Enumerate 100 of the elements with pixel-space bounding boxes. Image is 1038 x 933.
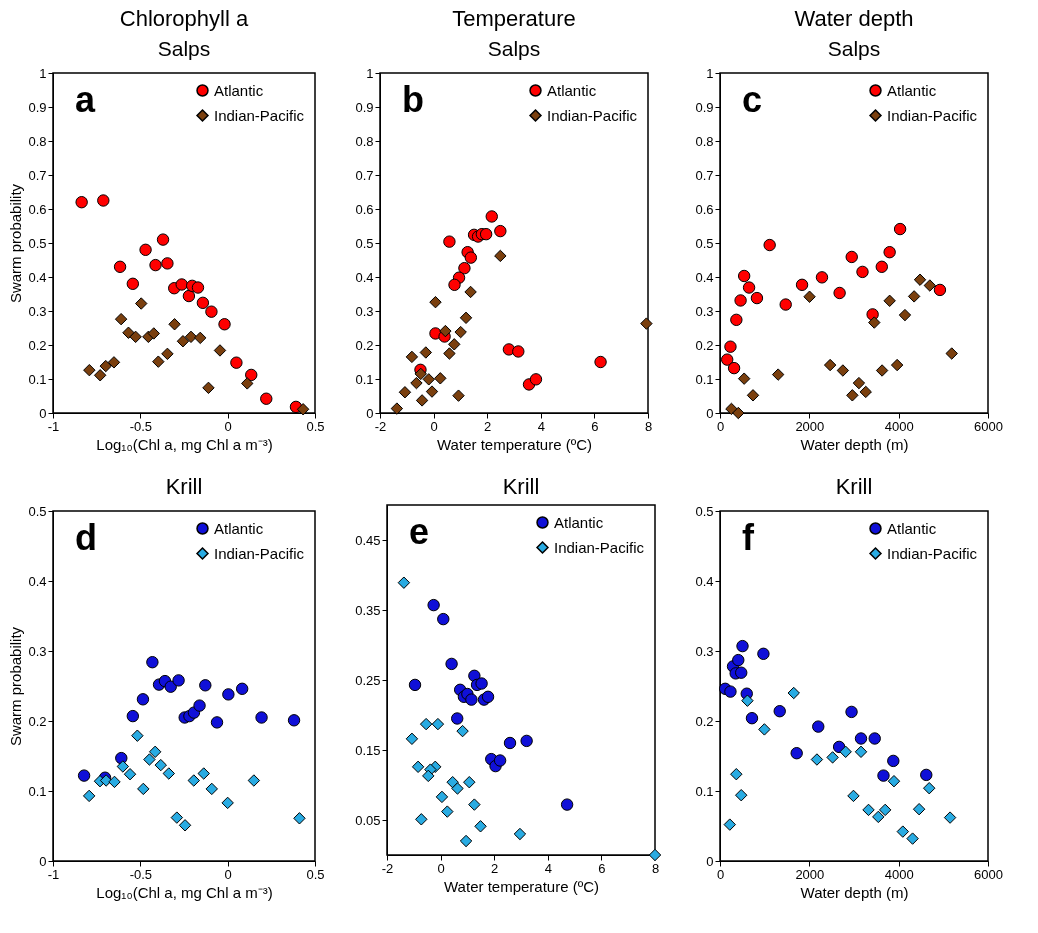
x-axis-title: Water depth (m): [800, 883, 909, 901]
y-axis-title: Swarm probability: [7, 626, 25, 747]
legend-label: Atlantic: [547, 81, 597, 99]
x-tick-label: 0: [224, 418, 232, 434]
x-tick-label: -2: [381, 860, 394, 876]
y-tick-label: 0: [39, 405, 47, 421]
x-tick-label: 0.5: [306, 418, 325, 434]
y-tick-label: 0.45: [355, 532, 381, 548]
x-tick-label: 8: [644, 418, 653, 434]
y-tick-label: 0: [706, 405, 714, 421]
y-tick-label: 0.9: [695, 99, 714, 115]
chart-title: Krill: [835, 474, 873, 499]
x-tick-label: 6: [598, 860, 606, 876]
x-axis-title: Log₁₀(Chl a, mg Chl a m⁻³): [96, 435, 273, 453]
y-tick-label: 0.1: [695, 783, 714, 799]
annotation: e: [409, 511, 430, 552]
y-tick-label: 0.4: [355, 269, 374, 285]
legend-label: Indian-Pacific: [887, 106, 978, 124]
y-tick-label: 0.2: [355, 337, 374, 353]
y-tick-label: 0.8: [28, 133, 47, 149]
y-tick-label: 0.9: [28, 99, 47, 115]
y-tick-label: 0.5: [28, 235, 47, 251]
chart-title: Chlorophyll a: [119, 6, 249, 31]
x-tick-label: 0.5: [306, 866, 325, 882]
chart-subtitle: Salps: [827, 37, 881, 60]
chart-subtitle: Salps: [487, 37, 541, 60]
x-tick-label: -1: [47, 418, 60, 434]
legend-label: Atlantic: [554, 513, 604, 531]
y-tick-label: 0.6: [695, 201, 714, 217]
y-tick-label: 0.3: [695, 303, 714, 319]
annotation: b: [402, 79, 424, 120]
x-tick-label: -1: [47, 866, 60, 882]
x-tick-label: 4000: [884, 418, 914, 434]
y-tick-label: 0.1: [28, 783, 47, 799]
y-tick-label: 0.4: [695, 269, 714, 285]
y-tick-label: 0.5: [695, 235, 714, 251]
x-tick-label: 8: [651, 860, 660, 876]
x-tick-label: 4: [537, 418, 545, 434]
annotation: a: [75, 79, 96, 120]
chart-title: Water depth: [794, 6, 914, 31]
y-tick-label: 0.7: [355, 167, 374, 183]
x-tick-label: 0: [224, 866, 232, 882]
y-tick-label: 0.25: [355, 672, 381, 688]
x-tick-label: 6000: [974, 418, 1003, 434]
chart-title: Krill: [165, 474, 203, 499]
legend-label: Atlantic: [887, 81, 937, 99]
y-tick-label: 0.2: [695, 337, 714, 353]
x-tick-label: 0: [716, 418, 725, 434]
y-tick-label: 0.7: [28, 167, 47, 183]
y-tick-label: 0.3: [695, 643, 714, 659]
x-tick-label: -0.5: [129, 418, 153, 434]
y-tick-label: 0.3: [28, 643, 47, 659]
y-tick-label: 0.2: [28, 337, 47, 353]
y-tick-label: 1: [39, 65, 47, 81]
x-axis-title: Water temperature (ºC): [437, 435, 592, 453]
x-tick-label: 4000: [884, 866, 914, 882]
y-tick-label: 0.7: [695, 167, 714, 183]
legend-label: Indian-Pacific: [214, 544, 305, 562]
chart-title: Krill: [502, 474, 540, 499]
y-tick-label: 0.1: [355, 371, 374, 387]
y-tick-label: 1: [706, 65, 714, 81]
x-tick-label: 0: [437, 860, 445, 876]
chart-title: Temperature: [452, 6, 576, 31]
x-tick-label: 2: [484, 418, 492, 434]
x-tick-label: 2: [491, 860, 499, 876]
y-tick-label: 0.6: [355, 201, 374, 217]
legend-label: Indian-Pacific: [547, 106, 638, 124]
x-tick-label: 2000: [795, 866, 825, 882]
y-tick-label: 0.15: [355, 742, 381, 758]
y-tick-label: 0.35: [355, 602, 381, 618]
y-tick-label: 0.3: [28, 303, 47, 319]
y-tick-label: 0.4: [28, 573, 47, 589]
y-tick-label: 0.4: [695, 573, 714, 589]
y-tick-label: 0.05: [355, 812, 381, 828]
x-tick-label: 0: [716, 866, 725, 882]
y-tick-label: 0.3: [355, 303, 374, 319]
legend-label: Indian-Pacific: [214, 106, 305, 124]
x-axis-title: Log₁₀(Chl a, mg Chl a m⁻³): [96, 883, 273, 901]
y-tick-label: 0: [366, 405, 374, 421]
x-tick-label: -2: [374, 418, 387, 434]
x-tick-label: 6000: [974, 866, 1003, 882]
y-tick-label: 0.5: [28, 503, 47, 519]
y-tick-label: 0.2: [695, 713, 714, 729]
legend-label: Indian-Pacific: [554, 538, 645, 556]
chart-subtitle: Salps: [157, 37, 211, 60]
legend-label: Atlantic: [214, 519, 264, 537]
annotation: f: [742, 517, 755, 558]
y-tick-label: 0.6: [28, 201, 47, 217]
x-tick-label: -0.5: [129, 866, 153, 882]
y-tick-label: 1: [366, 65, 374, 81]
y-tick-label: 0.1: [695, 371, 714, 387]
x-tick-label: 4: [544, 860, 552, 876]
y-tick-label: 0.4: [28, 269, 47, 285]
legend-label: Indian-Pacific: [887, 544, 978, 562]
x-tick-label: 2000: [795, 418, 825, 434]
annotation: c: [742, 79, 763, 120]
x-axis-title: Water temperature (ºC): [444, 877, 599, 895]
x-tick-label: 0: [430, 418, 438, 434]
y-tick-label: 0.8: [695, 133, 714, 149]
legend-label: Atlantic: [887, 519, 937, 537]
